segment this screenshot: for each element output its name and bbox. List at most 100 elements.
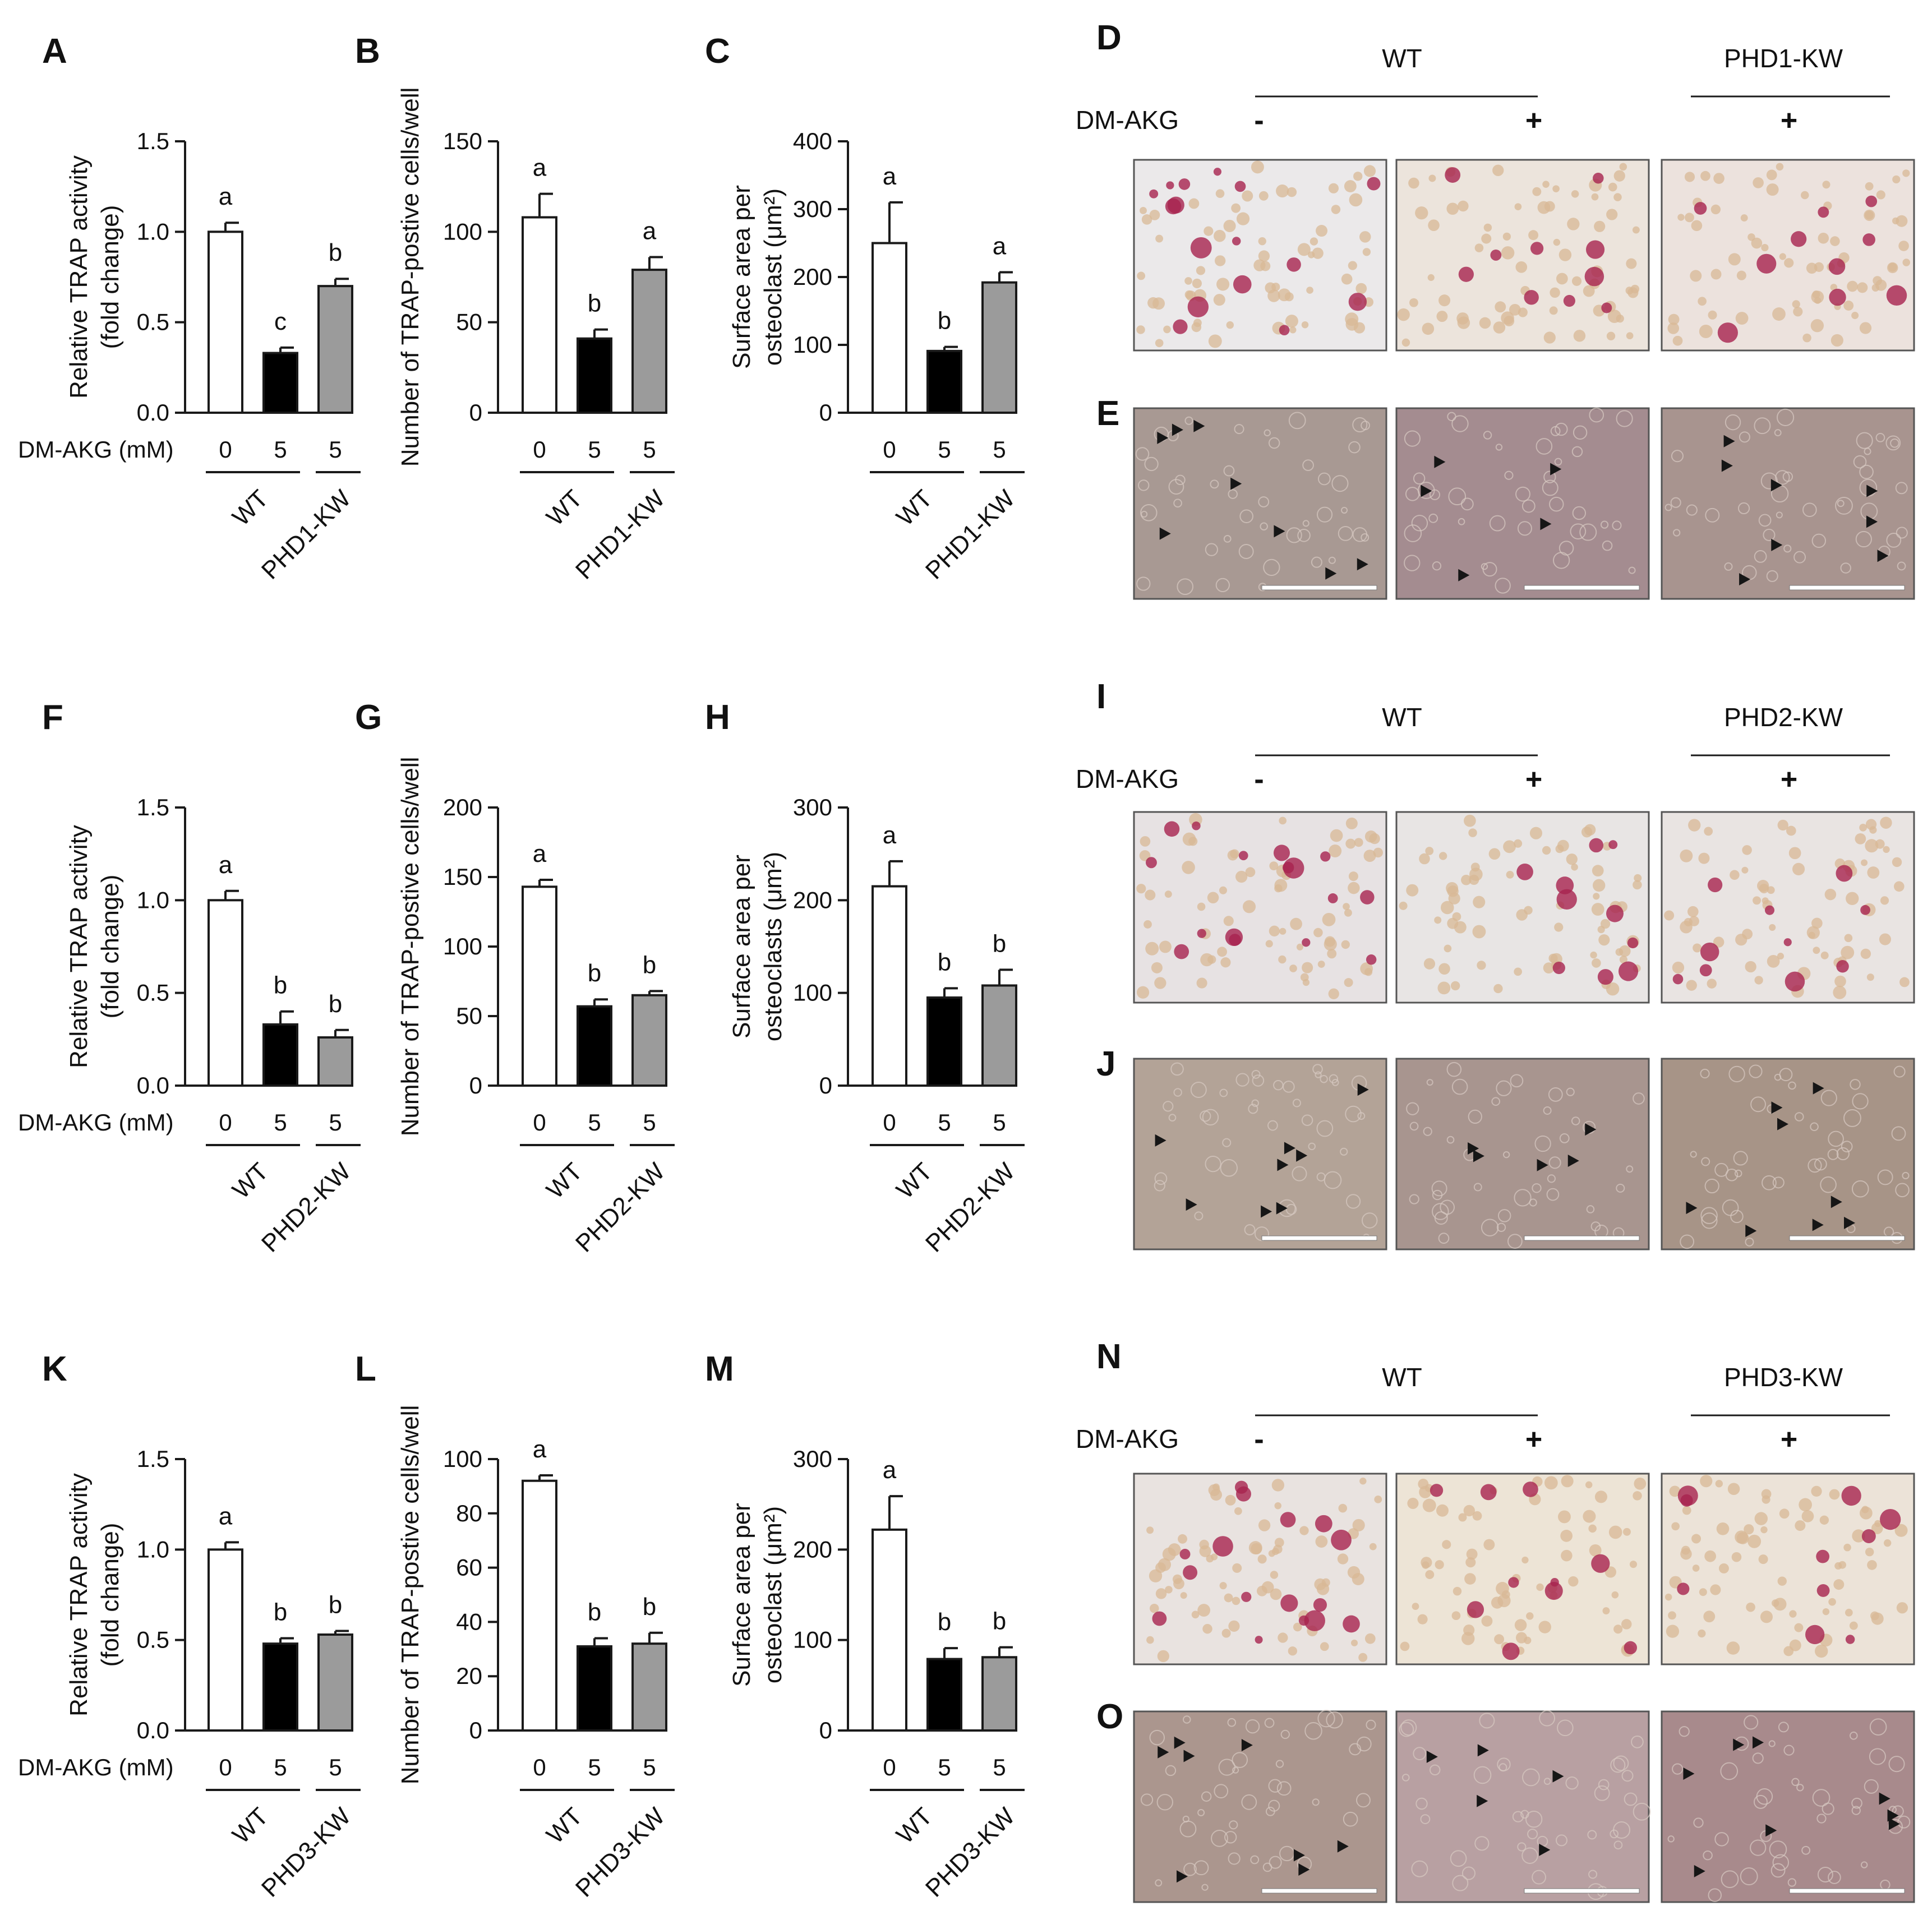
arrowhead-marker bbox=[1357, 558, 1368, 571]
cell-outline bbox=[1586, 1205, 1595, 1213]
arrowhead-marker bbox=[1844, 1216, 1856, 1229]
micrograph-frame bbox=[1395, 1710, 1650, 1903]
trap-positive-cell bbox=[1552, 961, 1565, 975]
cell-shape bbox=[1710, 269, 1722, 280]
cell-outline bbox=[1349, 1743, 1362, 1756]
cell-outline bbox=[1163, 1101, 1174, 1112]
chart-panel-H: H 0 100 200 300 Surface area per osteoclasts (… bbox=[705, 698, 1025, 1258]
cell-shape bbox=[1707, 979, 1717, 989]
cell-shape bbox=[1397, 308, 1410, 321]
treatment-sign: + bbox=[1781, 1423, 1797, 1456]
y-tick-label: 0 bbox=[469, 399, 482, 426]
cell-shape bbox=[1223, 219, 1236, 233]
y-axis-label: (fold change) bbox=[96, 1523, 124, 1667]
cell-outline bbox=[1793, 551, 1806, 564]
cell-shape bbox=[1344, 978, 1353, 987]
cell-shape bbox=[1680, 849, 1693, 862]
cell-outline bbox=[1680, 1234, 1694, 1249]
cell-outline bbox=[1730, 1210, 1744, 1224]
cell-outline bbox=[1690, 1151, 1697, 1158]
cell-outline bbox=[1613, 1840, 1623, 1850]
cell-outline bbox=[1156, 1794, 1173, 1811]
cell-shape bbox=[1594, 220, 1606, 232]
cell-shape bbox=[1360, 962, 1373, 975]
cell-outline bbox=[1631, 1735, 1644, 1748]
cell-shape bbox=[1425, 847, 1434, 855]
arrowhead-marker bbox=[1552, 1770, 1564, 1783]
cell-shape bbox=[1503, 840, 1516, 853]
cell-shape bbox=[1137, 271, 1146, 280]
cell-shape bbox=[1251, 160, 1264, 174]
bar bbox=[926, 996, 962, 1087]
cell-shape bbox=[1583, 1510, 1596, 1523]
group-label: WT bbox=[227, 1802, 274, 1849]
cell-shape bbox=[1784, 258, 1794, 268]
cell-shape bbox=[1566, 853, 1578, 865]
cell-outline bbox=[1885, 435, 1901, 451]
cell-outline bbox=[1891, 1126, 1906, 1141]
cell-outline bbox=[1539, 1710, 1556, 1727]
cell-outline bbox=[1522, 1768, 1540, 1787]
trap-positive-cell bbox=[1348, 293, 1367, 311]
arrowhead-marker bbox=[1866, 515, 1878, 528]
cell-outline bbox=[1534, 1135, 1551, 1152]
trap-positive-cell bbox=[1708, 877, 1723, 893]
cell-shape bbox=[1830, 236, 1840, 246]
group-label: PHD2-KW bbox=[570, 1157, 670, 1257]
cell-shape bbox=[1592, 879, 1606, 892]
cell-shape bbox=[1561, 1549, 1573, 1562]
cell-outline bbox=[1155, 1879, 1163, 1887]
cell-outline bbox=[1244, 1224, 1256, 1236]
cell-outline bbox=[1762, 1175, 1777, 1190]
cell-shape bbox=[1799, 1498, 1812, 1512]
cell-outline bbox=[1280, 1729, 1290, 1739]
arrowhead-marker bbox=[1230, 477, 1242, 490]
cell-shape bbox=[1324, 938, 1337, 951]
cell-shape bbox=[1810, 319, 1824, 333]
cell-outline bbox=[1672, 529, 1681, 537]
cell-shape bbox=[1210, 1553, 1218, 1561]
cell-shape bbox=[1302, 962, 1313, 973]
cell-outline bbox=[1473, 1766, 1492, 1784]
cell-outline bbox=[1491, 1097, 1501, 1106]
cell-shape bbox=[1341, 273, 1353, 285]
panel-letter: M bbox=[705, 1350, 734, 1388]
trap-positive-cell bbox=[1166, 181, 1174, 190]
y-tick-label: 0.0 bbox=[137, 1072, 169, 1099]
arrowhead-marker bbox=[1813, 1082, 1824, 1095]
cell-outline bbox=[1587, 1830, 1597, 1840]
trap-positive-cell bbox=[1234, 1480, 1248, 1494]
bar bbox=[208, 899, 243, 1087]
cell-outline bbox=[1851, 1806, 1861, 1815]
panel-letter: G bbox=[355, 698, 382, 737]
cell-outline bbox=[1573, 425, 1588, 440]
bar bbox=[317, 285, 353, 414]
cell-shape bbox=[1684, 917, 1693, 926]
cell-shape bbox=[1231, 203, 1241, 213]
dose-label: 0 bbox=[219, 1109, 232, 1136]
cell-outline bbox=[1796, 1784, 1804, 1792]
cell-shape bbox=[1515, 1632, 1528, 1644]
cell-shape bbox=[1188, 198, 1200, 209]
cell-shape bbox=[1902, 169, 1910, 177]
cell-shape bbox=[1369, 833, 1380, 844]
bar bbox=[577, 337, 612, 414]
cell-outline bbox=[1136, 576, 1151, 591]
arrowhead-marker bbox=[1159, 527, 1171, 540]
cell-outline bbox=[1852, 1093, 1869, 1110]
cell-outline bbox=[1672, 1763, 1684, 1775]
cell-shape bbox=[1313, 927, 1323, 938]
genotype-label: PHD3-KW bbox=[1724, 1363, 1843, 1392]
cell-shape bbox=[1760, 1526, 1768, 1534]
cell-shape bbox=[1173, 1578, 1184, 1590]
cell-shape bbox=[1833, 985, 1847, 999]
scale-bar bbox=[1524, 585, 1640, 590]
brightfield-image bbox=[1661, 407, 1915, 600]
cell-shape bbox=[1621, 1619, 1632, 1630]
dose-label: 0 bbox=[883, 1754, 896, 1780]
trap-positive-cell bbox=[1841, 1485, 1861, 1506]
cell-shape bbox=[1859, 1506, 1873, 1520]
cell-shape bbox=[1230, 849, 1239, 859]
cell-shape bbox=[1622, 1527, 1631, 1536]
y-tick-label: 100 bbox=[443, 1446, 482, 1472]
